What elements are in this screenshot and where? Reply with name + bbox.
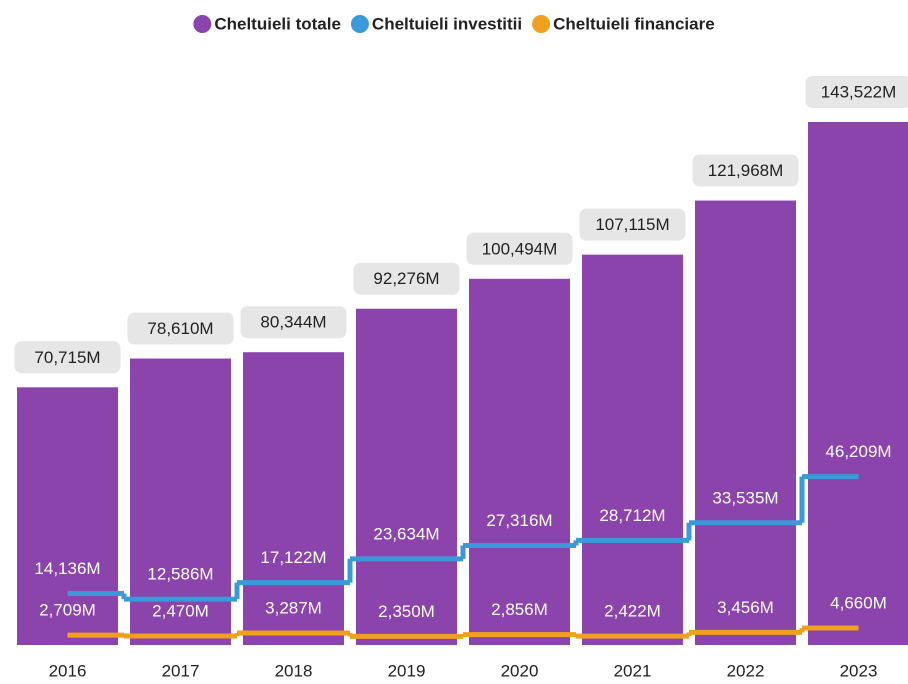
legend: Cheltuieli totale Cheltuieli investitii Ch… xyxy=(193,14,715,33)
value-label: 2,422M xyxy=(604,602,661,621)
value-label: 121,968M xyxy=(708,161,784,180)
value-label: 92,276M xyxy=(373,269,439,288)
value-label: 12,586M xyxy=(147,565,213,584)
x-tick-label: 2018 xyxy=(275,661,313,680)
value-label: 3,287M xyxy=(265,599,322,618)
value-label: 46,209M xyxy=(825,442,891,461)
x-tick-label: 2020 xyxy=(501,661,539,680)
value-label-box xyxy=(692,154,799,187)
legend-label: Cheltuieli investitii xyxy=(372,14,522,33)
x-tick-label: 2019 xyxy=(388,661,426,680)
value-label: 3,456M xyxy=(717,598,774,617)
legend-label: Cheltuieli totale xyxy=(214,14,341,33)
value-label: 2,856M xyxy=(491,600,548,619)
value-label: 107,115M xyxy=(595,215,669,234)
value-label: 33,535M xyxy=(712,488,778,507)
bar xyxy=(356,308,457,645)
value-label: 143,522M xyxy=(821,82,897,101)
value-label-box xyxy=(353,262,460,295)
value-label: 2,350M xyxy=(378,602,435,621)
value-label-box xyxy=(240,306,347,339)
x-tick-label: 2017 xyxy=(162,661,200,680)
value-label: 2,709M xyxy=(39,601,96,620)
value-label: 23,634M xyxy=(373,524,439,543)
legend-swatch xyxy=(350,15,369,33)
value-label: 100,494M xyxy=(482,239,558,258)
value-label: 17,122M xyxy=(260,548,326,567)
value-label: 70,715M xyxy=(34,348,100,367)
value-label-box xyxy=(14,341,121,374)
bar xyxy=(243,352,344,645)
value-label-box xyxy=(466,232,573,265)
bar xyxy=(17,387,118,645)
bar xyxy=(582,254,683,646)
value-label: 78,610M xyxy=(147,319,213,338)
value-label-box xyxy=(805,76,908,108)
legend-swatch xyxy=(193,15,212,33)
bar xyxy=(808,122,908,645)
value-label-box xyxy=(579,208,686,241)
bar xyxy=(469,278,570,645)
value-label: 2,470M xyxy=(152,601,209,620)
value-label: 4,660M xyxy=(830,594,887,613)
x-tick-label: 2021 xyxy=(614,661,652,680)
x-tick-label: 2023 xyxy=(840,661,878,680)
value-label: 14,136M xyxy=(34,559,100,578)
legend-swatch xyxy=(532,15,551,33)
x-tick-label: 2016 xyxy=(49,661,87,680)
value-label: 28,712M xyxy=(599,506,665,525)
bar xyxy=(695,200,796,646)
value-label-box xyxy=(127,312,234,345)
x-tick-label: 2022 xyxy=(727,661,765,680)
value-label: 27,316M xyxy=(486,511,552,530)
value-label: 80,344M xyxy=(260,313,326,332)
legend-label: Cheltuieli financiare xyxy=(553,14,715,33)
